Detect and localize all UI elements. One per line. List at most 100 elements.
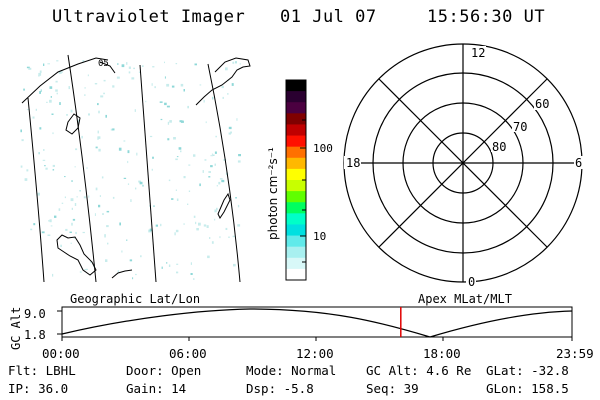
speckle-dot: [187, 105, 189, 109]
speckle-dot: [193, 154, 196, 157]
speckle-dot: [155, 224, 158, 227]
speckle-dot: [26, 169, 29, 172]
speckle-dot: [174, 232, 176, 236]
speckle-dot: [205, 121, 207, 124]
speckle-dot: [35, 108, 37, 111]
speckle-dot: [45, 167, 48, 170]
speckle-dot: [134, 109, 136, 112]
speckle-dot: [222, 96, 224, 99]
speckle-dot: [161, 266, 163, 269]
speckle-dot: [149, 228, 153, 232]
speckle-dot: [41, 231, 45, 234]
speckle-dot: [169, 120, 172, 123]
speckle-dot: [26, 109, 30, 111]
speckle-dot: [55, 80, 58, 83]
colorbar-cell: [286, 191, 306, 203]
speckle-dot: [37, 192, 40, 196]
speckle-dot: [30, 228, 33, 231]
speckle-dot: [97, 103, 99, 106]
speckle-dot: [209, 237, 211, 239]
speckle-dot: [180, 150, 182, 153]
speckle-dot: [166, 105, 170, 108]
speckle-dot: [54, 215, 57, 218]
speckle-dot: [48, 220, 51, 222]
speckle-dot: [228, 126, 232, 130]
speckle-dot: [112, 85, 115, 88]
colorbar-cell: [286, 102, 306, 114]
speckle-dot: [160, 118, 163, 121]
speckle-dot: [231, 83, 234, 86]
speckle-dot: [232, 235, 236, 238]
speckle-dot: [119, 222, 121, 226]
map-speckle: [20, 60, 241, 280]
speckle-dot: [39, 127, 42, 130]
speckle-dot: [188, 164, 191, 166]
speckle-dot: [208, 176, 211, 178]
ip-info: IP: 36.0: [8, 381, 69, 396]
dsp-info: Dsp: -5.8: [246, 381, 314, 396]
colorbar-cell: [286, 91, 306, 103]
speckle-dot: [75, 231, 77, 235]
speckle-dot: [123, 177, 127, 179]
speckle-dot: [236, 118, 238, 121]
speckle-dot: [20, 165, 23, 168]
speckle-dot: [166, 262, 168, 264]
speckle-dot: [218, 181, 221, 185]
speckle-dot: [49, 99, 52, 103]
speckle-dot: [75, 148, 78, 151]
speckle-dot: [42, 159, 46, 161]
speckle-dot: [58, 208, 61, 211]
speckle-dot: [79, 190, 81, 192]
orbit-frame: [61, 306, 573, 338]
speckle-dot: [219, 236, 221, 239]
speckle-dot: [100, 95, 104, 98]
speckle-dot: [32, 116, 35, 119]
speckle-dot: [148, 229, 152, 233]
lat-label-80: 80: [492, 140, 506, 154]
speckle-dot: [69, 231, 72, 233]
mlt-label-6: 6: [575, 156, 582, 170]
speckle-dot: [194, 63, 197, 66]
speckle-dot: [47, 234, 51, 236]
speckle-dot: [38, 152, 40, 155]
speckle-dot: [73, 237, 75, 239]
speckle-dot: [127, 183, 130, 185]
speckle-dot: [126, 239, 128, 241]
speckle-dot: [239, 63, 241, 65]
speckle-dot: [102, 213, 104, 215]
speckle-dot: [213, 154, 215, 156]
colorbar-cell: [286, 146, 306, 159]
mlt-label-12: 12: [471, 46, 485, 60]
speckle-dot: [39, 91, 41, 94]
speckle-dot: [66, 114, 68, 116]
speckle-dot: [60, 71, 63, 73]
colorbar-cell: [286, 224, 306, 237]
speckle-dot: [195, 221, 197, 225]
speckle-dot: [52, 164, 55, 167]
speckle-dot: [223, 159, 227, 161]
speckle-dot: [105, 114, 107, 118]
orbit-right-label: Apex MLat/MLT: [418, 292, 512, 306]
speckle-dot: [193, 215, 196, 218]
speckle-dot: [167, 138, 170, 141]
mlt-label-0: 0: [468, 275, 475, 289]
speckle-dot: [70, 109, 73, 113]
speckle-dot: [43, 63, 45, 66]
lat-label-60: 60: [535, 97, 549, 111]
speckle-dot: [160, 223, 162, 227]
speckle-dot: [199, 183, 201, 187]
speckle-dot: [74, 203, 77, 206]
speckle-dot: [110, 128, 114, 131]
speckle-dot: [90, 261, 92, 264]
colorbar-cell: [286, 235, 306, 248]
speckle-dot: [84, 94, 86, 96]
speckle-dot: [38, 72, 42, 76]
colorbar-label-10: 10: [313, 230, 326, 243]
speckle-dot: [171, 85, 175, 88]
speckle-dot: [98, 204, 101, 208]
speckle-dot: [129, 259, 133, 262]
speckle-dot: [52, 132, 54, 135]
speckle-dot: [98, 148, 101, 152]
speckle-dot: [152, 66, 155, 68]
colorbar-cell: [286, 135, 306, 148]
